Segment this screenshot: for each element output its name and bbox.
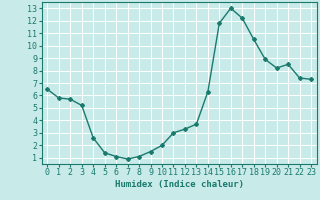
X-axis label: Humidex (Indice chaleur): Humidex (Indice chaleur): [115, 180, 244, 189]
